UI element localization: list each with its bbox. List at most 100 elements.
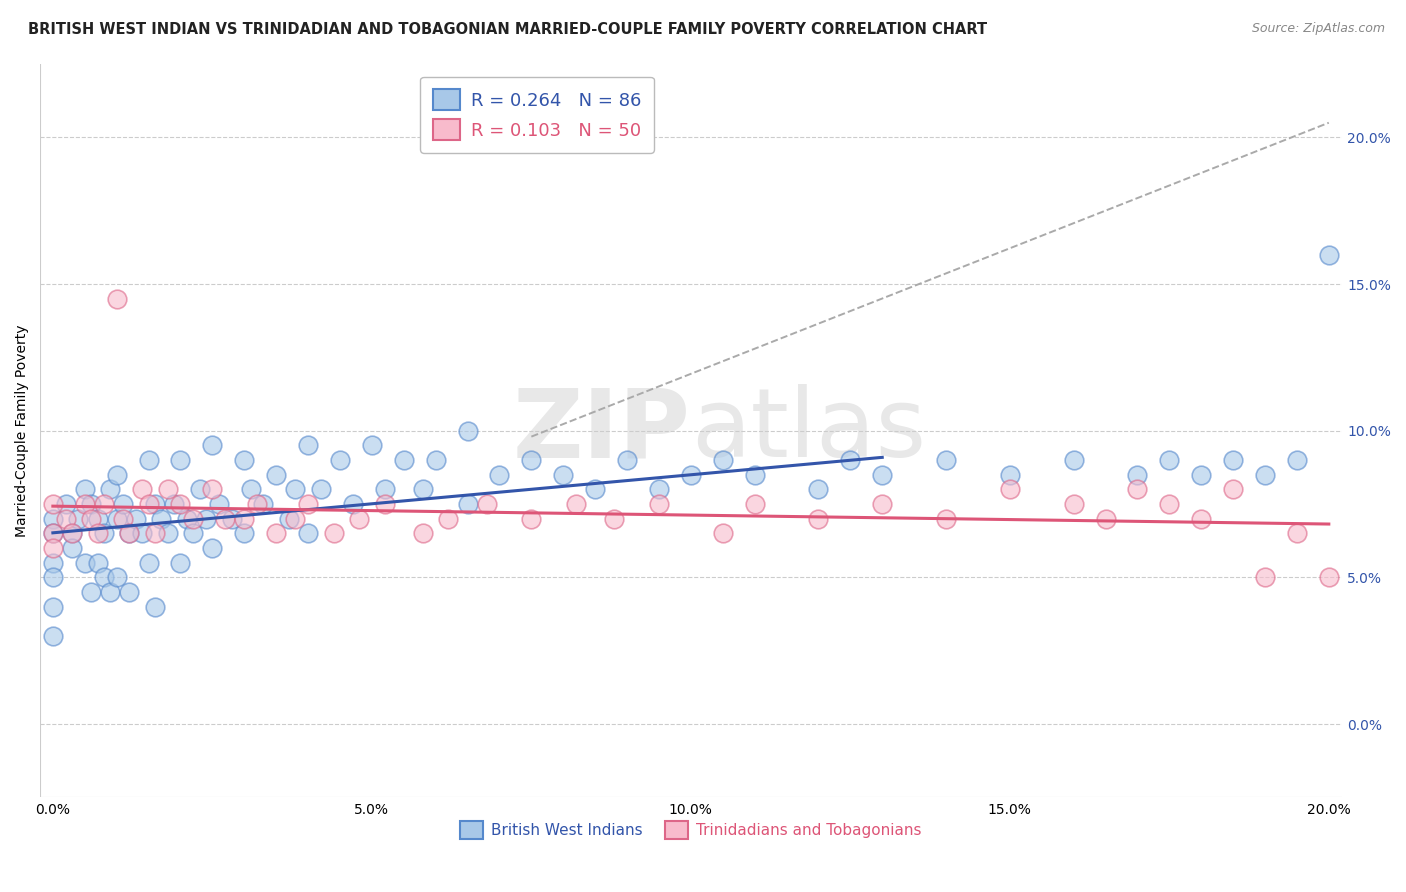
Point — [488, 467, 510, 482]
Point — [264, 467, 287, 482]
Point — [1222, 453, 1244, 467]
Point — [150, 512, 173, 526]
Point — [131, 483, 153, 497]
Point — [73, 497, 96, 511]
Point — [252, 497, 274, 511]
Point — [80, 497, 103, 511]
Point — [67, 512, 90, 526]
Point — [246, 497, 269, 511]
Point — [138, 453, 160, 467]
Point — [239, 483, 262, 497]
Point — [112, 497, 135, 511]
Point — [125, 512, 148, 526]
Point — [42, 556, 65, 570]
Point — [583, 483, 606, 497]
Text: BRITISH WEST INDIAN VS TRINIDADIAN AND TOBAGONIAN MARRIED-COUPLE FAMILY POVERTY : BRITISH WEST INDIAN VS TRINIDADIAN AND T… — [28, 22, 987, 37]
Point — [80, 585, 103, 599]
Point — [98, 483, 121, 497]
Point — [195, 512, 218, 526]
Point — [181, 512, 204, 526]
Point — [118, 585, 141, 599]
Point — [807, 512, 830, 526]
Point — [839, 453, 862, 467]
Point — [648, 497, 671, 511]
Point — [329, 453, 352, 467]
Point — [118, 526, 141, 541]
Point — [1285, 526, 1308, 541]
Point — [143, 526, 166, 541]
Point — [392, 453, 415, 467]
Legend: British West Indians, Trinidadians and Tobagonians: British West Indians, Trinidadians and T… — [454, 815, 928, 845]
Point — [744, 467, 766, 482]
Point — [297, 526, 319, 541]
Point — [457, 497, 479, 511]
Point — [42, 497, 65, 511]
Text: ZIP: ZIP — [513, 384, 690, 477]
Point — [1063, 453, 1085, 467]
Text: atlas: atlas — [690, 384, 927, 477]
Point — [131, 526, 153, 541]
Point — [347, 512, 370, 526]
Point — [233, 453, 256, 467]
Point — [679, 467, 702, 482]
Point — [277, 512, 299, 526]
Point — [1159, 453, 1181, 467]
Point — [105, 292, 128, 306]
Point — [188, 483, 211, 497]
Point — [475, 497, 498, 511]
Point — [935, 453, 957, 467]
Point — [169, 453, 191, 467]
Point — [93, 570, 115, 584]
Point — [233, 526, 256, 541]
Point — [711, 526, 734, 541]
Point — [42, 599, 65, 614]
Point — [374, 497, 396, 511]
Point — [648, 483, 671, 497]
Point — [181, 526, 204, 541]
Point — [1189, 512, 1212, 526]
Point — [437, 512, 460, 526]
Point — [60, 541, 83, 555]
Point — [60, 526, 83, 541]
Point — [870, 467, 893, 482]
Point — [42, 526, 65, 541]
Point — [1222, 483, 1244, 497]
Point — [201, 438, 224, 452]
Point — [86, 526, 108, 541]
Point — [208, 497, 231, 511]
Point — [1254, 570, 1277, 584]
Point — [935, 512, 957, 526]
Point — [565, 497, 588, 511]
Point — [55, 512, 77, 526]
Point — [42, 526, 65, 541]
Point — [457, 424, 479, 438]
Point — [309, 483, 332, 497]
Point — [42, 541, 65, 555]
Point — [86, 556, 108, 570]
Point — [60, 526, 83, 541]
Point — [297, 497, 319, 511]
Point — [1094, 512, 1116, 526]
Point — [73, 483, 96, 497]
Point — [143, 599, 166, 614]
Point — [169, 497, 191, 511]
Point — [264, 526, 287, 541]
Point — [520, 453, 543, 467]
Point — [105, 467, 128, 482]
Point — [163, 497, 186, 511]
Point — [42, 512, 65, 526]
Point — [284, 512, 307, 526]
Point — [42, 570, 65, 584]
Point — [711, 453, 734, 467]
Point — [412, 526, 434, 541]
Point — [73, 556, 96, 570]
Point — [1317, 248, 1340, 262]
Text: Source: ZipAtlas.com: Source: ZipAtlas.com — [1251, 22, 1385, 36]
Point — [520, 512, 543, 526]
Point — [169, 556, 191, 570]
Point — [1285, 453, 1308, 467]
Point — [176, 512, 198, 526]
Y-axis label: Married-Couple Family Poverty: Married-Couple Family Poverty — [15, 325, 30, 537]
Point — [322, 526, 344, 541]
Point — [744, 497, 766, 511]
